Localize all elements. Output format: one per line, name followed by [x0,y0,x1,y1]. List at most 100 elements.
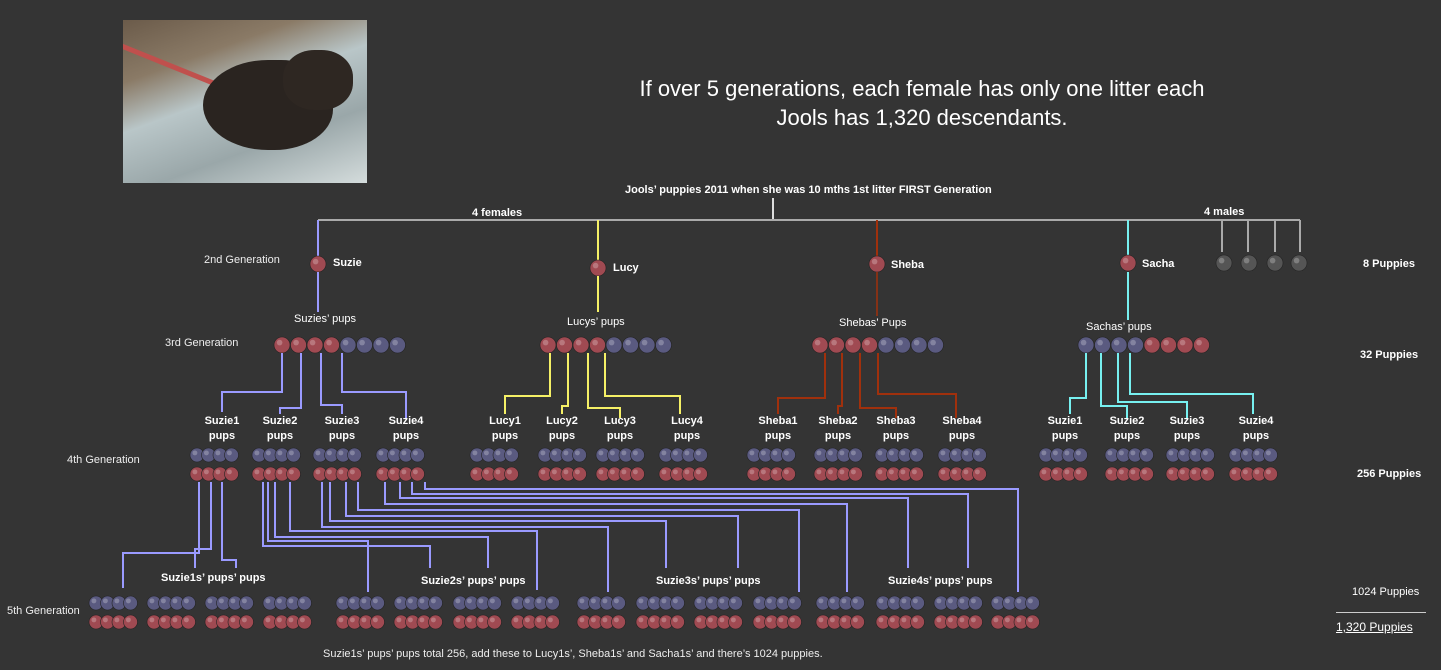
puppy-dot-highlight [326,469,332,475]
puppy-dot-highlight [536,598,542,604]
male-puppy-dot [605,336,623,354]
male-puppy-dot [850,595,865,611]
male-puppy-dot [972,447,987,463]
puppy-dot-highlight [288,598,294,604]
puppy-dot-highlight [621,450,627,456]
first-generation-caption: Jools’ puppies 2011 when she was 10 mths… [625,184,992,196]
puppy-dot-highlight [827,469,833,475]
puppy-dot-highlight [778,598,784,604]
puppy-dot-highlight [149,598,155,604]
female-puppy-dot [545,614,560,630]
puppy-dot-highlight [1265,450,1271,456]
male-puppy-dot [927,336,944,354]
g4-group-suffix: pups [1051,430,1079,442]
puppy-dot-highlight [483,450,489,456]
puppy-dot-highlight [315,469,321,475]
puppy-dot-highlight [524,617,530,623]
female-puppy-dot [297,614,312,630]
puppy-dot-highlight [1107,450,1113,456]
puppy-dot-highlight [207,617,213,623]
puppy-dot-highlight [378,469,384,475]
female-puppy-dot [630,466,645,482]
g4-group-suffix: pups [328,430,356,442]
g4-group-suffix: pups [1242,430,1270,442]
puppy-dot-highlight [309,339,316,346]
female-puppy-dot [224,466,239,482]
puppy-dot-highlight [974,450,980,456]
puppy-dot-highlight [288,450,294,456]
male-puppy-dot [286,447,301,463]
puppy-dot-highlight [613,617,619,623]
puppy-dot-highlight [730,617,736,623]
puppy-dot-highlight [412,469,418,475]
puppy-dot-highlight [1052,469,1058,475]
female-puppy-dot [239,614,254,630]
male-puppy-dot [781,447,796,463]
puppy-dot-highlight [114,598,120,604]
puppy-dot-highlight [661,469,667,475]
puppy-dot-highlight [1064,450,1070,456]
puppy-dot-highlight [412,450,418,456]
puppy-dot-highlight [818,617,824,623]
puppy-dot-highlight [1130,469,1136,475]
g4-group-suffix: pups [491,430,519,442]
puppy-dot-highlight [901,617,907,623]
puppy-dot-highlight [338,598,344,604]
puppy-dot-highlight [326,450,332,456]
male-puppy-dot [504,447,519,463]
male-puppy-dot [638,336,656,354]
puppy-dot-highlight [495,469,501,475]
male-puppy-dot [370,595,385,611]
puppy-dot-highlight [951,469,957,475]
puppy-dot-highlight [947,617,953,623]
puppy-dot-highlight [203,469,209,475]
g4-group-label: Lucy3 pups [590,414,650,444]
puppy-dot-highlight [513,617,519,623]
male-puppy-dot [339,336,357,354]
puppy-dot-highlight [913,339,920,346]
puppy-dot-highlight [378,450,384,456]
lucy-pups-label: Lucys’ pups [567,316,625,328]
puppy-dot-highlight [1118,469,1124,475]
puppy-dot-highlight [288,617,294,623]
g4-group-suffix: pups [948,430,976,442]
female-puppy-dot [306,336,324,354]
female-puppy-dot [572,336,590,354]
puppy-dot-highlight [695,469,701,475]
puppy-dot-highlight [613,598,619,604]
puppy-dot-highlight [829,598,835,604]
g4-group-name: Suzie2 [262,415,298,427]
female-puppy-dot [848,466,863,482]
puppy-dot-highlight [466,598,472,604]
puppy-dot-highlight [361,598,367,604]
puppy-dot-highlight [993,617,999,623]
female-puppy-dot [309,255,327,273]
puppy-dot-highlight [401,469,407,475]
puppy-dot-highlight [540,469,546,475]
puppy-dot-highlight [401,450,407,456]
puppy-dot-highlight [880,339,887,346]
puppy-dot-highlight [1179,339,1186,346]
puppy-dot-highlight [852,617,858,623]
puppy-dot-highlight [419,598,425,604]
puppy-dot-highlight [478,598,484,604]
puppy-dot-highlight [641,339,648,346]
generation-connector [289,482,538,590]
puppy-dot-highlight [575,339,582,346]
puppy-dot-highlight [1075,450,1081,456]
g4-group-name: Lucy3 [604,415,636,427]
puppy-dot-highlight [559,339,565,346]
puppy-dot-highlight [230,598,236,604]
puppy-dot-highlight [1004,617,1010,623]
g5-label-suzie2: Suzie2s’ pups’ pups [421,575,526,587]
g4-group-label: Lucy4 pups [657,414,717,444]
g5-label-suzie4: Suzie4s’ pups’ pups [888,575,993,587]
puppy-dot-highlight [277,469,283,475]
female-name-sheba: Sheba [891,259,925,271]
g4-group-name: Lucy1 [489,415,521,427]
generation-connector [1069,353,1087,414]
female-puppy-dot [589,259,607,277]
puppy-dot-highlight [592,262,599,269]
generation-connector [274,482,489,568]
puppy-dot-highlight [696,598,702,604]
